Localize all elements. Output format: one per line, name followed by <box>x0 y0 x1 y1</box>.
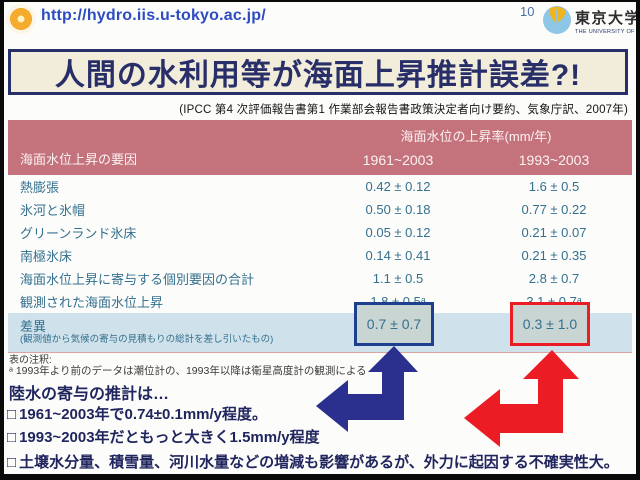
column-header-period2: 1993~2003 <box>518 152 590 168</box>
row-value-1993: 1.6 ± 0.5 <box>528 179 580 194</box>
table-row: 観測された海面水位上昇 1.8 ± 0.5ᵃ 3.1 ± 0.7ᵃ <box>8 290 632 313</box>
row-label: グリーンランド氷床 <box>20 226 137 241</box>
table-header: 海面水位の上昇率(mm/年) 海面水位上昇の要因 1961~2003 1993~… <box>8 120 632 175</box>
row-label: 海面水位上昇に寄与する個別要因の合計 <box>20 272 255 287</box>
university-subname: THE UNIVERSITY OF TOKYO <box>575 29 636 35</box>
utokyo-logotype: 東京大学 THE UNIVERSITY OF TOKYO <box>575 7 636 35</box>
table-row: 南極氷床 0.14 ± 0.41 0.21 ± 0.35 <box>8 244 632 267</box>
row-label: 観測された海面水位上昇 <box>20 295 164 310</box>
slide: http://hydro.iis.u-tokyo.ac.jp/ 10 東京大学 … <box>4 2 636 474</box>
header-url-link[interactable]: http://hydro.iis.u-tokyo.ac.jp/ <box>41 7 266 24</box>
utokyo-ginkgo-icon <box>541 3 573 35</box>
header-spacer <box>8 126 320 145</box>
table-row: 熱膨張 0.42 ± 0.12 1.6 ± 0.5 <box>8 175 632 198</box>
sea-level-table: 海面水位の上昇率(mm/年) 海面水位上昇の要因 1961~2003 1993~… <box>8 120 632 353</box>
row-value-1961: 1.1 ± 0.5 <box>372 271 424 286</box>
bullet-marker-icon: □ <box>7 406 17 423</box>
bullet-text: 1961~2003年で0.74±0.1mm/y程度。 <box>19 406 268 423</box>
row-value-1993: 0.77 ± 0.22 <box>521 202 587 217</box>
bullet-text: 土壌水分量、積雪量、河川水量などの増減も影響があるが、外力に起因する不確実性大。 <box>19 454 619 471</box>
table-row: 海面水位上昇に寄与する個別要因の合計 1.1 ± 0.5 2.8 ± 0.7 <box>8 267 632 290</box>
footnote-text: ᵃ 1993年より前のデータは潮位計の、1993年以降は衛星高度計の観測による <box>9 365 367 377</box>
summary-heading: 陸水の寄与の推計は… <box>9 386 170 403</box>
row-label: 南極氷床 <box>20 249 73 264</box>
footnote-title: 表の注釈: <box>9 355 52 366</box>
university-name: 東京大学 <box>575 10 636 27</box>
hydro-lab-seal-icon <box>6 4 36 34</box>
column-header-period1: 1961~2003 <box>362 152 434 168</box>
page-number: 10 <box>520 4 535 19</box>
row-value-1961: 0.14 ± 0.41 <box>365 248 431 263</box>
highlight-box-1993-difference: 0.3 ± 1.0 <box>510 302 590 346</box>
table-row: 氷河と氷帽 0.50 ± 0.18 0.77 ± 0.22 <box>8 198 632 221</box>
bullet-marker-icon: □ <box>7 429 17 446</box>
summary-bullet: □ 1993~2003年だともっと大きく1.5mm/y程度 <box>7 426 320 447</box>
bullet-marker-icon: □ <box>7 454 17 471</box>
span-header: 海面水位の上昇率(mm/年) <box>400 129 552 144</box>
summary-bullet: □ 1961~2003年で0.74±0.1mm/y程度。 <box>7 403 267 424</box>
blue-bent-arrow-icon <box>316 346 418 441</box>
source-citation: (IPCC 第4 次評価報告書第1 作業部会報告書政策決定者向け要約、気象庁訳、… <box>179 104 628 116</box>
row-value-1961: 0.05 ± 0.12 <box>365 225 431 240</box>
bullet-text: 1993~2003年だともっと大きく1.5mm/y程度 <box>19 429 320 446</box>
row-label: 熱膨張 <box>20 180 60 195</box>
row-value-1993: 2.8 ± 0.7 <box>528 271 580 286</box>
red-bent-arrow-icon <box>464 350 579 455</box>
row-value-1961: 0.50 ± 0.18 <box>365 202 431 217</box>
column-header-factor: 海面水位上昇の要因 <box>20 152 138 167</box>
row-value-1993: 0.21 ± 0.07 <box>521 225 587 240</box>
diff-row-label: 差異 <box>20 318 47 334</box>
diff-row-sublabel: (観測値から気候の寄与の見積もりの総計を差し引いたもの) <box>20 333 274 345</box>
row-label: 氷河と氷帽 <box>20 203 86 218</box>
highlight-box-1961-difference: 0.7 ± 0.7 <box>354 302 434 346</box>
row-value-1961: 0.42 ± 0.12 <box>365 179 431 194</box>
summary-bullet: □ 土壌水分量、積雪量、河川水量などの増減も影響があるが、外力に起因する不確実性大… <box>7 451 619 472</box>
slide-title: 人間の水利用等が海面上昇推計誤差?! <box>8 49 628 95</box>
table-row: グリーンランド氷床 0.05 ± 0.12 0.21 ± 0.07 <box>8 221 632 244</box>
row-value-1993: 0.21 ± 0.35 <box>521 248 587 263</box>
